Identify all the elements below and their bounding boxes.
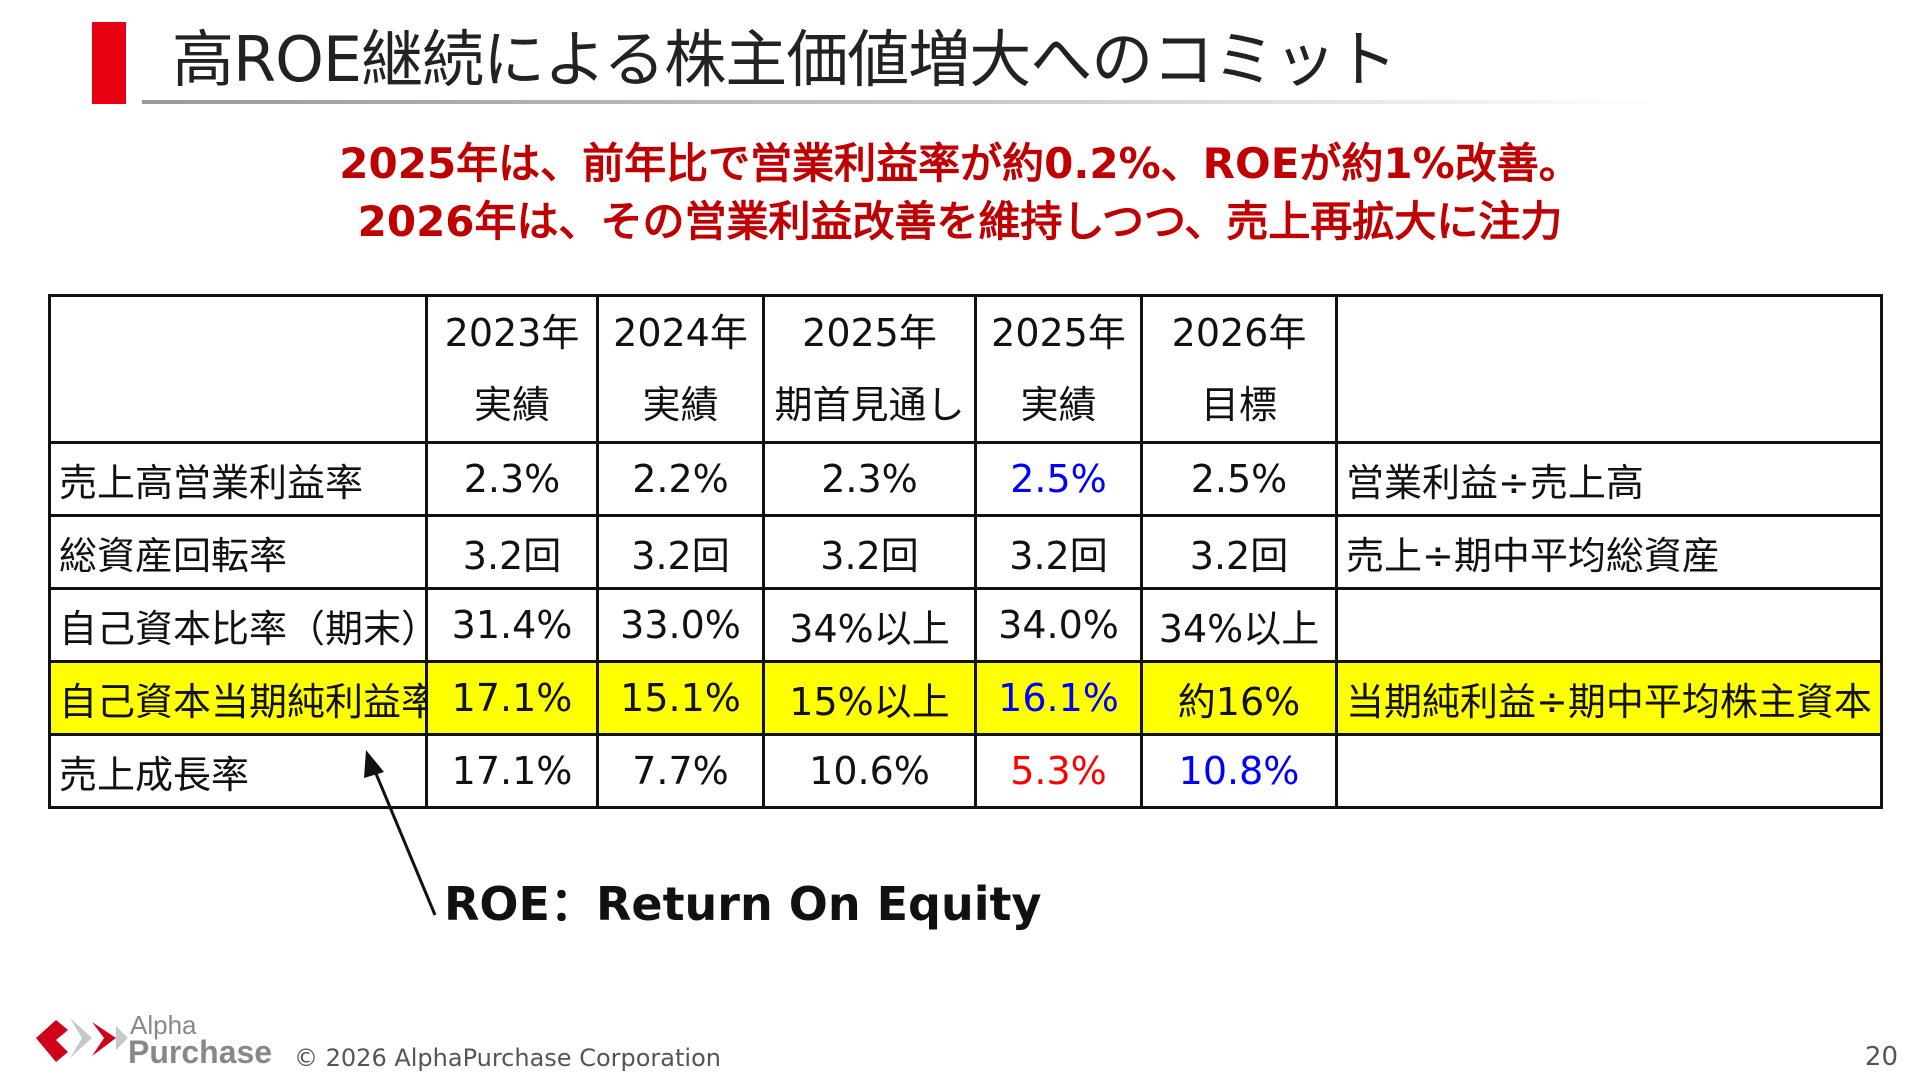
row-label: 自己資本当期純利益率 (48, 660, 428, 736)
table-row: 総資産回転率 3.2回 3.2回 3.2回 3.2回 3.2回 売上÷期中平均総… (48, 514, 1883, 590)
table-cell: 5.3% (974, 733, 1143, 809)
row-label: 自己資本比率（期末） (48, 587, 428, 663)
table-cell: 17.1% (425, 660, 599, 736)
header-cell-empty (1335, 294, 1883, 444)
title-underline (142, 100, 1652, 104)
roe-definition-note: ROE：Return On Equity (444, 877, 1042, 931)
subtitle-line-1: 2025年は、前年比で営業利益率が約0.2%、ROEが約1%改善。 (339, 139, 1581, 188)
header-type: 実績 (473, 383, 550, 427)
header-cell: 2024年実績 (596, 294, 765, 444)
header-year: 2024年 (613, 311, 748, 355)
header-cell: 2023年実績 (425, 294, 599, 444)
table-cell: 3.2回 (425, 514, 599, 590)
header-year: 2025年 (802, 311, 937, 355)
header-type: 実績 (1020, 383, 1097, 427)
alphapurchase-logo-icon (36, 1018, 128, 1062)
header-cell-empty (48, 294, 428, 444)
table-cell: 2.3% (762, 441, 977, 517)
table-cell: 7.7% (596, 733, 765, 809)
arrow-pointer-icon (364, 750, 437, 916)
header-type: 目標 (1200, 383, 1277, 427)
row-note (1335, 733, 1883, 809)
title-accent-bar (92, 22, 126, 104)
row-label: 売上高営業利益率 (48, 441, 428, 517)
row-label: 総資産回転率 (48, 514, 428, 590)
header-cell: 2025年実績 (974, 294, 1143, 444)
table-cell: 約16% (1140, 660, 1338, 736)
table-cell: 2.2% (596, 441, 765, 517)
table-cell: 31.4% (425, 587, 599, 663)
table-cell: 34.0% (974, 587, 1143, 663)
kpi-table: 2023年 実績 2024年 実績 2025年 期首見通し 2025年 実績 2026年… (48, 294, 1883, 809)
header-year: 2023年 (444, 311, 580, 355)
header-type: 実績 (642, 383, 719, 427)
table-cell: 34%以上 (1140, 587, 1338, 663)
row-note: 売上÷期中平均総資産 (1335, 514, 1883, 590)
table-cell: 15.1% (596, 660, 765, 736)
header-year: 2025年 (991, 311, 1126, 355)
table-cell: 16.1% (974, 660, 1143, 736)
row-note (1335, 587, 1883, 663)
table-row: 売上成長率 17.1% 7.7% 10.6% 5.3% 10.8% (48, 733, 1883, 809)
subtitle-line-2: 2026年は、その営業利益改善を維持しつつ、売上再拡大に注力 (357, 197, 1563, 246)
header-cell: 2025年期首見通し (762, 294, 977, 444)
table-cell: 10.8% (1140, 733, 1338, 809)
table-cell: 10.6% (762, 733, 977, 809)
table-cell: 15%以上 (762, 660, 977, 736)
table-cell: 3.2回 (1140, 514, 1338, 590)
table-row: 売上高営業利益率 2.3% 2.2% 2.3% 2.5% 2.5% 営業利益÷売… (48, 441, 1883, 517)
header-type: 期首見通し (774, 383, 965, 427)
brand-name-line-1: Alpha (130, 1010, 197, 1040)
table-header-row: 2023年 実績 2024年 実績 2025年 期首見通し 2025年 実績 2026年… (48, 294, 1883, 444)
table-cell: 2.5% (974, 441, 1143, 517)
table-cell: 2.3% (425, 441, 599, 517)
page-title: 高ROE継続による株主価値増大へのコミット (172, 23, 1397, 96)
table-cell: 33.0% (596, 587, 765, 663)
table-cell: 3.2回 (762, 514, 977, 590)
table-cell: 34%以上 (762, 587, 977, 663)
copyright-text: © 2026 AlphaPurchase Corporation (294, 1044, 721, 1072)
header-year: 2026年 (1171, 311, 1307, 355)
table-cell: 3.2回 (974, 514, 1143, 590)
brand-name-line-2: Purchase (128, 1034, 273, 1070)
table-cell: 17.1% (425, 733, 599, 809)
header-cell: 2026年目標 (1140, 294, 1338, 444)
table-cell: 3.2回 (596, 514, 765, 590)
row-note: 営業利益÷売上高 (1335, 441, 1883, 517)
table-cell: 2.5% (1140, 441, 1338, 517)
table-row: 自己資本比率（期末） 31.4% 33.0% 34%以上 34.0% 34%以上 (48, 587, 1883, 663)
table-row-roe-highlighted: 自己資本当期純利益率 17.1% 15.1% 15%以上 16.1% 約16% … (48, 660, 1883, 736)
row-note: 当期純利益÷期中平均株主資本 (1335, 660, 1883, 736)
page-number: 20 (1864, 1042, 1898, 1072)
